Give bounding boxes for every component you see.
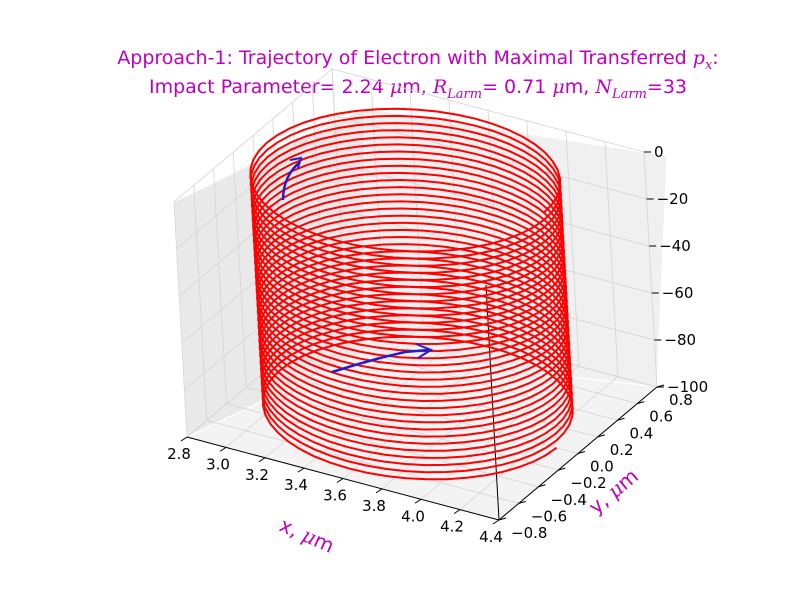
arrow-start-head <box>289 156 303 169</box>
grid-line-x-back <box>370 79 385 315</box>
grid-line-x-back <box>604 141 619 377</box>
x-tick-mark <box>258 457 266 463</box>
grid-line-z-back <box>337 162 650 247</box>
x-tick-mark <box>453 509 461 515</box>
grid-line-y-left <box>232 152 247 388</box>
x-tick-label: 3.6 <box>323 487 347 505</box>
y-tick-mark <box>597 434 605 438</box>
y-tick-label: 0.2 <box>610 441 634 459</box>
tick-labels: 2.83.03.23.43.63.84.04.24.4 −0.8−0.6−0.4−… <box>167 143 708 546</box>
tick-marks <box>180 151 665 525</box>
grid-line-x-back <box>565 131 580 367</box>
y-tick-label: −0.2 <box>570 474 606 492</box>
y-tick-label: 0.0 <box>590 458 614 476</box>
trajectory-helix <box>249 107 574 481</box>
grid-line-y-floor <box>265 370 579 454</box>
grid-line-x-back <box>526 120 541 356</box>
arrow-end-head <box>415 343 434 359</box>
x-tick-mark <box>336 478 344 483</box>
x-tick-label: 4.4 <box>479 528 503 546</box>
grid-line-y-left <box>193 185 208 421</box>
x-tick-label: 4.2 <box>440 518 464 536</box>
y-tick-label: −0.6 <box>531 507 567 525</box>
grid-line-y-left <box>173 201 188 438</box>
y-tick-mark <box>518 500 526 504</box>
x-tick-label: 3.0 <box>206 455 230 473</box>
x-tick-mark <box>180 436 188 442</box>
x-tick-label: 4.0 <box>401 507 425 525</box>
x-tick-mark <box>414 498 422 504</box>
y-tick-mark <box>637 401 645 405</box>
trajectory-line <box>249 107 574 481</box>
grid-line-z-back <box>344 303 658 388</box>
y-tick-label: 0.8 <box>669 391 693 409</box>
x-tick-label: 3.4 <box>284 476 308 494</box>
y-tick-mark <box>577 451 586 454</box>
y-tick-mark <box>498 517 507 521</box>
grid-line-x-back <box>448 100 463 336</box>
z-tick-label: −40 <box>659 237 691 255</box>
chart-title-line-1: Approach-1: Trajectory of Electron with … <box>117 47 718 73</box>
x-tick-mark <box>219 446 227 452</box>
x-tick-mark <box>297 467 305 473</box>
y-tick-label: 0.6 <box>649 408 673 426</box>
y-tick-label: 0.4 <box>630 424 654 442</box>
grid-line-x-back <box>409 89 424 325</box>
x-tick-mark <box>492 519 500 525</box>
x-axis-label: x, μm <box>276 513 338 558</box>
z-tick-label: −80 <box>664 331 696 349</box>
z-tick-label: −60 <box>662 284 694 302</box>
grid-line-y-left <box>252 135 267 371</box>
x-tick-label: 3.2 <box>245 466 269 484</box>
chart-title-line-2: Impact Parameter= 2.24 μm, RLarm= 0.71 μ… <box>149 76 687 102</box>
grid-line-x-back <box>643 151 658 388</box>
trajectory-arrows <box>281 156 434 374</box>
grid-line-y-left <box>311 85 326 321</box>
y-tick-label: −0.4 <box>551 491 587 509</box>
z-tick-label: 0 <box>654 143 664 161</box>
z-tick-label: −100 <box>667 378 708 396</box>
grid-line-z-left <box>173 68 333 203</box>
x-tick-label: 2.8 <box>167 445 191 463</box>
grid-line-y-floor <box>325 320 638 405</box>
grid-line-z-back <box>331 68 645 153</box>
y-tick-mark <box>538 484 546 488</box>
y-tick-mark <box>558 467 566 471</box>
y-tick-mark <box>617 417 625 421</box>
grid-line-y-floor <box>206 419 519 504</box>
z-tick-label: −20 <box>657 190 689 208</box>
x-tick-label: 3.8 <box>362 497 386 515</box>
arrow-end <box>331 348 429 374</box>
x-tick-mark <box>375 488 383 494</box>
grid-line-y-floor <box>226 403 539 488</box>
grid-line-z-left <box>176 115 335 250</box>
arrow-start <box>281 161 301 201</box>
y-tick-label: −0.8 <box>511 524 547 542</box>
grid-line-y-left <box>213 168 227 404</box>
